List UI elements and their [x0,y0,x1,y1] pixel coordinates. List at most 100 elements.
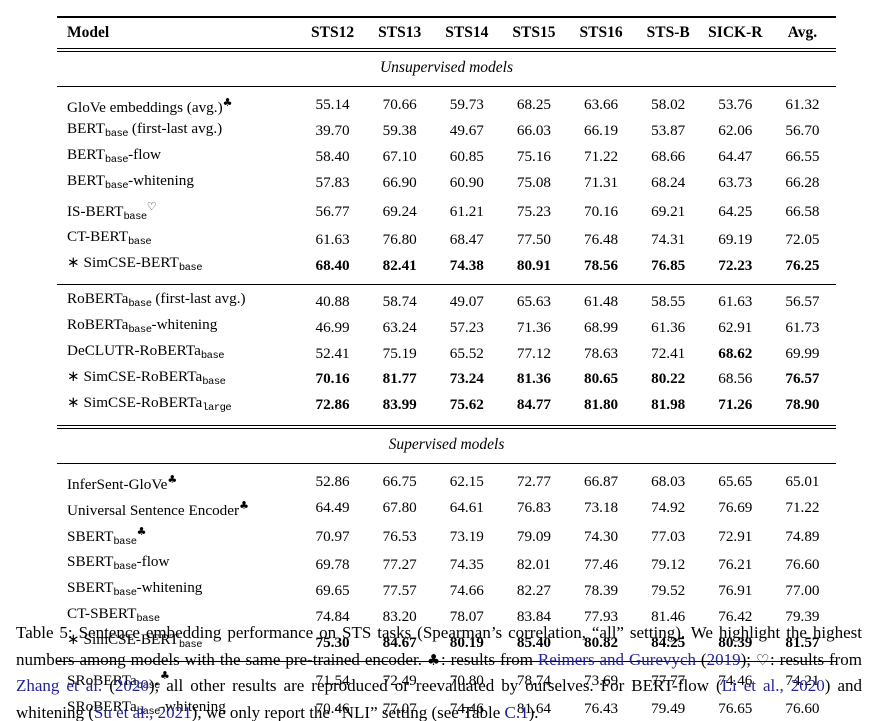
model-name-text: DeCLUTR-RoBERTa [67,342,201,360]
table-row: IS-BERTbase♡ 56.77 69.24 61.21 75.23 70.16 69.… [57,197,836,228]
caption-text: ); all other results are reproduced or r… [148,676,722,695]
score-cell: 66.75 [382,473,417,491]
table-row: SBERTbase-whitening 69.65 77.57 74.66 82.27 7… [57,578,836,604]
score-cell: 57.23 [449,318,484,336]
score-cell: 69.19 [718,230,753,248]
table-row: BERTbase (first-last avg.) 39.70 59.38 49.6… [57,119,836,145]
score-cell: 76.60 [785,555,820,573]
model-size-subscript: base [136,705,161,718]
table-row: RoBERTabase-whitening 46.99 63.24 57.23 71.3… [57,315,836,341]
score-cell: 77.12 [516,344,552,362]
club-icon: ♣ [136,524,147,538]
score-cell: 67.80 [382,499,417,517]
score-cell: 76.53 [382,527,417,545]
club-icon: ♣ [222,95,233,109]
score-cell: 71.22 [785,499,820,517]
model-size-subscript: base [128,298,152,311]
table-row: CT-BERTbase 61.63 76.80 68.47 77.50 76.48 74.3… [57,227,836,253]
score-cell: 59.73 [449,96,484,114]
score-cell: 72.86 [315,396,350,414]
model-name-text: -whitening [128,171,194,189]
score-cell: 64.49 [315,499,350,517]
model-name-text: (first-last avg.) [128,119,223,137]
score-cell: 60.85 [449,148,484,166]
score-cell: 77.50 [516,230,552,248]
citation-link[interactable]: 2019 [706,649,741,669]
score-cell: 75.30 [315,633,350,651]
table-row: RoBERTabase (first-last avg.) 40.88 58.74 4… [57,284,836,316]
model-name: BERTbase-flow [57,145,299,171]
model-name-text: ∗ SimCSE-RoBERTa [67,393,203,411]
model-name-text: InferSent-GloVe [67,475,168,493]
model-name-text: BERT [67,145,105,163]
score-cell: 68.24 [651,174,686,192]
score-cell: 39.70 [315,122,350,140]
model-name: ∗ SimCSE-BERTbase [57,253,299,284]
model-name-text: IS-BERT [67,202,124,220]
score-cell: 66.03 [516,122,552,140]
score-cell: 81.64 [516,700,552,718]
score-cell: 70.16 [315,370,350,388]
model-name-text: Universal Sentence Encoder [67,501,240,519]
score-cell: 75.62 [449,396,484,414]
score-cell: 78.90 [785,396,820,414]
model-name-text: -whitening [151,316,218,334]
score-cell: 69.24 [382,202,417,220]
model-size-subscript: base [136,680,161,693]
score-cell: 65.01 [785,473,820,491]
score-cell: 84.77 [516,396,552,414]
score-cell: 75.16 [516,148,552,166]
score-cell: 74.31 [651,230,686,248]
model-size-subscript: base [104,127,129,140]
score-cell: 81.36 [516,370,552,388]
score-cell: 82.01 [516,555,552,573]
model-name: RoBERTabase-whitening [57,315,299,341]
model-name-text: ∗ SimCSE-BERT [67,631,179,649]
score-cell: 74.89 [785,527,820,545]
score-cell: 80.82 [583,633,619,651]
column-header: STS14 [445,24,489,41]
score-cell: 52.86 [315,473,350,491]
score-cell: 79.52 [651,581,686,599]
citation-link[interactable]: Zhang et al. [16,676,103,695]
column-header: STS12 [311,24,355,41]
model-name: SBERTbase-whitening [57,578,299,604]
heart-icon: ♡ [755,650,771,669]
score-cell: 81.80 [583,396,619,414]
caption-text: ); [740,649,756,669]
score-cell: 71.54 [299,661,367,697]
score-cell: 76.43 [583,700,619,718]
model-size-subscript: base [178,262,203,275]
model-name-text: BERT [67,119,105,137]
score-cell: 76.21 [718,555,753,573]
model-name-text: SRoBERTa [67,697,137,715]
score-cell: 56.77 [315,202,350,220]
score-cell: 61.73 [785,318,820,336]
score-cell: 84.67 [382,633,417,651]
citation-link[interactable]: Reimers and Gurevych [537,649,696,669]
caption-text: : results from [770,649,863,669]
table-ref-link[interactable]: C.1 [504,702,529,721]
model-name: BERTbase (first-last avg.) [57,119,299,145]
citation-link[interactable]: Su et al., 2021 [93,702,192,721]
score-cell: 57.83 [315,174,350,192]
score-cell: 71.26 [718,396,753,414]
model-name-text: RoBERTa [67,290,129,308]
score-cell: 70.66 [382,96,417,114]
score-cell: 76.42 [718,607,753,625]
score-cell: 60.90 [449,174,484,192]
score-cell: 83.99 [382,396,417,414]
model-name: SRoBERTabase♣ [57,661,299,697]
table-row: ∗ SimCSE-BERTbase 75.30 84.67 80.19 85.40 80.… [57,630,836,661]
score-cell: 66.55 [785,148,820,166]
citation-link[interactable]: 2020 [114,676,149,695]
table-caption: Table 5: Sentence embedding performance … [16,620,862,721]
score-cell: 77.77 [634,661,702,697]
citation-link[interactable]: Li et al., 2020 [721,676,825,695]
score-cell: 76.60 [785,700,820,718]
score-cell: 69.21 [651,202,686,220]
score-cell: 77.57 [382,581,417,599]
table-row: GloVe embeddings (avg.)♣ 55.14 70.66 59.73 6… [57,86,836,118]
score-cell: 56.57 [768,284,836,316]
score-cell: 53.76 [718,96,753,114]
